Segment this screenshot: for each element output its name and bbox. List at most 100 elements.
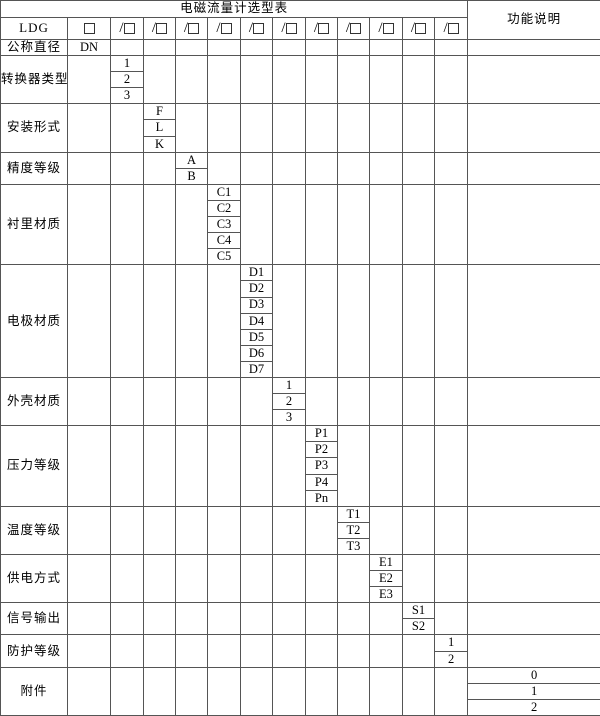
model-slot-8[interactable]: /	[337, 17, 370, 40]
code-cell[interactable]: 1	[110, 55, 144, 73]
code-cell[interactable]: A	[175, 151, 208, 169]
slash-separator-icon: /	[151, 20, 157, 37]
spacer-cell	[337, 38, 370, 57]
model-slot-7[interactable]: /	[305, 17, 338, 40]
spacer-cell	[369, 151, 403, 185]
slash-separator-icon: /	[443, 20, 448, 37]
spacer-cell	[272, 264, 306, 378]
code-cell[interactable]: E1	[369, 553, 403, 572]
code-cell[interactable]: E3	[369, 586, 403, 604]
spacer-cell	[433, 505, 469, 556]
spacer-cell	[337, 553, 370, 604]
table-row: 公称直径DN10-2000	[0, 38, 600, 57]
code-cell[interactable]: Pn	[305, 489, 338, 507]
table-row: 电极材质D1316L电极	[0, 264, 600, 378]
model-slot-9[interactable]: /	[369, 17, 403, 40]
spacer-cell	[143, 425, 176, 507]
code-cell[interactable]: T1	[337, 505, 370, 523]
model-slot-5[interactable]: /	[240, 17, 273, 40]
spacer-cell	[207, 376, 241, 427]
code-cell[interactable]: C4	[207, 232, 241, 250]
spacer-cell	[240, 376, 273, 427]
code-cell[interactable]: S1	[402, 602, 435, 620]
spacer-cell	[240, 183, 273, 266]
code-cell[interactable]: 3	[110, 87, 144, 105]
code-cell[interactable]: D7	[240, 360, 273, 378]
spacer-cell	[175, 264, 208, 378]
code-cell[interactable]: L	[143, 119, 176, 137]
table-row: D6铂铱电极	[1, 344, 600, 362]
spacer-cell	[67, 151, 111, 185]
code-cell[interactable]: 2	[272, 393, 306, 411]
spacer-cell	[433, 553, 469, 604]
code-cell[interactable]: P1	[305, 425, 338, 443]
code-cell[interactable]: F	[143, 103, 176, 121]
checkbox-box-icon	[253, 23, 265, 35]
spacer-cell	[402, 505, 435, 556]
code-cell[interactable]: P3	[305, 457, 338, 475]
spacer-cell	[110, 151, 144, 185]
code-cell[interactable]: C5	[207, 248, 241, 266]
code-cell[interactable]: C1	[207, 183, 241, 201]
spacer-cell	[467, 55, 600, 105]
code-cell[interactable]: K	[143, 135, 176, 153]
model-slot-4[interactable]: /	[207, 17, 241, 40]
code-cell[interactable]: D3	[240, 296, 273, 314]
code-cell[interactable]: 1	[433, 634, 469, 652]
code-cell[interactable]: 2	[433, 650, 469, 668]
code-cell[interactable]: B	[175, 167, 208, 185]
code-cell[interactable]: 3	[272, 409, 306, 427]
code-cell[interactable]: D2	[240, 280, 273, 298]
code-cell[interactable]: P4	[305, 473, 338, 491]
spacer-cell	[305, 666, 338, 716]
spacer-cell	[175, 634, 208, 668]
spacer-cell	[433, 103, 469, 153]
code-cell[interactable]: DN	[67, 38, 111, 57]
spacer-cell	[402, 38, 435, 57]
checkbox-box-icon	[318, 23, 330, 35]
spacer-cell	[175, 376, 208, 427]
model-slot-2[interactable]: /	[143, 17, 176, 40]
code-cell[interactable]: 1	[272, 376, 306, 395]
code-cell[interactable]: S2	[402, 618, 435, 636]
model-slot-11[interactable]: /	[433, 17, 469, 40]
spacer-cell	[175, 425, 208, 507]
spacer-cell	[305, 505, 338, 556]
code-cell[interactable]: P2	[305, 441, 338, 459]
code-cell[interactable]: C3	[207, 216, 241, 234]
code-cell[interactable]: D4	[240, 312, 273, 330]
code-cell[interactable]: D5	[240, 328, 273, 346]
spacer-cell	[175, 602, 208, 636]
code-cell[interactable]: 1	[467, 682, 600, 700]
spacer-cell	[175, 103, 208, 153]
model-slot-1[interactable]: /	[110, 17, 144, 40]
code-cell[interactable]: D6	[240, 344, 273, 362]
spacer-cell	[110, 553, 144, 604]
spacer-cell	[337, 666, 370, 716]
model-slot-3[interactable]: /	[175, 17, 208, 40]
code-cell[interactable]: 2	[467, 698, 600, 716]
spacer-cell	[110, 103, 144, 153]
model-slot-6[interactable]: /	[272, 17, 306, 40]
checkbox-box-icon	[447, 23, 459, 35]
code-cell[interactable]: 2	[110, 71, 144, 89]
code-cell[interactable]: T2	[337, 521, 370, 539]
spacer-cell	[110, 376, 144, 427]
model-slot-0[interactable]	[67, 17, 111, 40]
spacer-cell	[305, 634, 338, 668]
code-cell[interactable]: C2	[207, 199, 241, 218]
spacer-cell	[402, 183, 435, 266]
spacer-cell	[433, 183, 469, 266]
slash-separator-icon: /	[119, 20, 124, 37]
category-label-11: 信号输出	[0, 602, 68, 636]
model-slot-10[interactable]: /	[402, 17, 435, 40]
function-column-header: 功能说明	[467, 0, 600, 40]
code-cell[interactable]: E2	[369, 570, 403, 588]
code-cell[interactable]: 0	[467, 666, 600, 684]
code-cell[interactable]: T3	[337, 537, 370, 556]
code-cell[interactable]: D1	[240, 264, 273, 282]
spacer-cell	[467, 634, 600, 668]
category-label-4: 精度等级	[0, 151, 68, 185]
spacer-cell	[369, 425, 403, 507]
